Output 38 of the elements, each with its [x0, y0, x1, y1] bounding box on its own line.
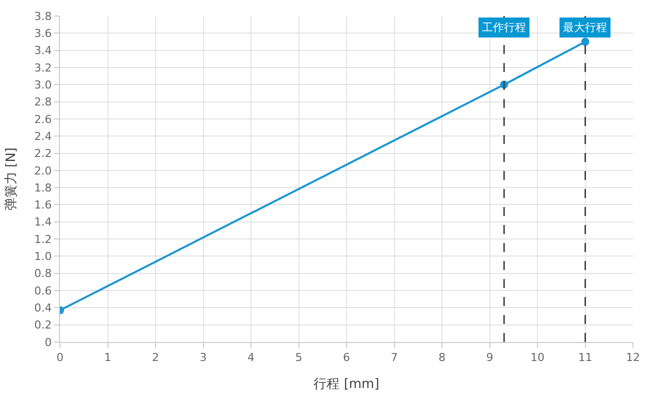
x-tick-label: 1	[104, 351, 112, 364]
y-tick-label: 3.6	[34, 27, 52, 40]
y-tick-label: 0.6	[34, 284, 52, 298]
y-tick-label: 3.0	[34, 78, 52, 92]
y-tick-label: 0.2	[34, 318, 52, 332]
x-tick-label: 0	[56, 351, 64, 364]
x-tick-label: 7	[390, 351, 398, 364]
x-tick-label: 11	[578, 351, 592, 364]
y-tick-label: 0.8	[34, 267, 52, 280]
x-tick-label: 10	[530, 351, 544, 364]
y-tick-label: 1.8	[34, 181, 52, 194]
ref-line-label: 最大行程	[563, 21, 607, 34]
y-tick-label: 2.6	[34, 112, 52, 126]
y-tick-label: 3.8	[34, 10, 52, 23]
y-tick-label: 0.4	[34, 302, 52, 315]
x-tick-label: 5	[295, 351, 302, 364]
y-tick-label: 2.8	[34, 96, 52, 109]
x-axis-title: 行程 [mm]	[314, 376, 380, 392]
y-tick-label: 3.4	[34, 44, 52, 58]
y-tick-label: 2.2	[34, 147, 52, 160]
y-tick-label: 0	[44, 336, 52, 349]
y-tick-label: 2.0	[34, 164, 52, 178]
ref-line-label: 工作行程	[482, 21, 526, 34]
y-tick-label: 1.2	[34, 232, 52, 246]
y-tick-label: 3.2	[34, 61, 52, 74]
x-tick-label: 8	[438, 351, 446, 364]
y-tick-label: 1.0	[34, 250, 52, 264]
x-tick-label: 12	[626, 351, 640, 364]
x-tick-label: 4	[248, 351, 254, 364]
point	[581, 38, 590, 46]
x-tick-label: 6	[343, 351, 350, 364]
x-tick-label: 2	[152, 351, 159, 364]
x-tick-label: 3	[200, 351, 207, 364]
y-tick-label: 2.4	[34, 130, 52, 143]
x-tick-label: 9	[486, 351, 494, 364]
y-tick-label: 1.6	[34, 198, 52, 212]
y-tick-label: 1.4	[34, 216, 52, 229]
y-axis-title: 弹簧力 [N]	[4, 147, 20, 211]
